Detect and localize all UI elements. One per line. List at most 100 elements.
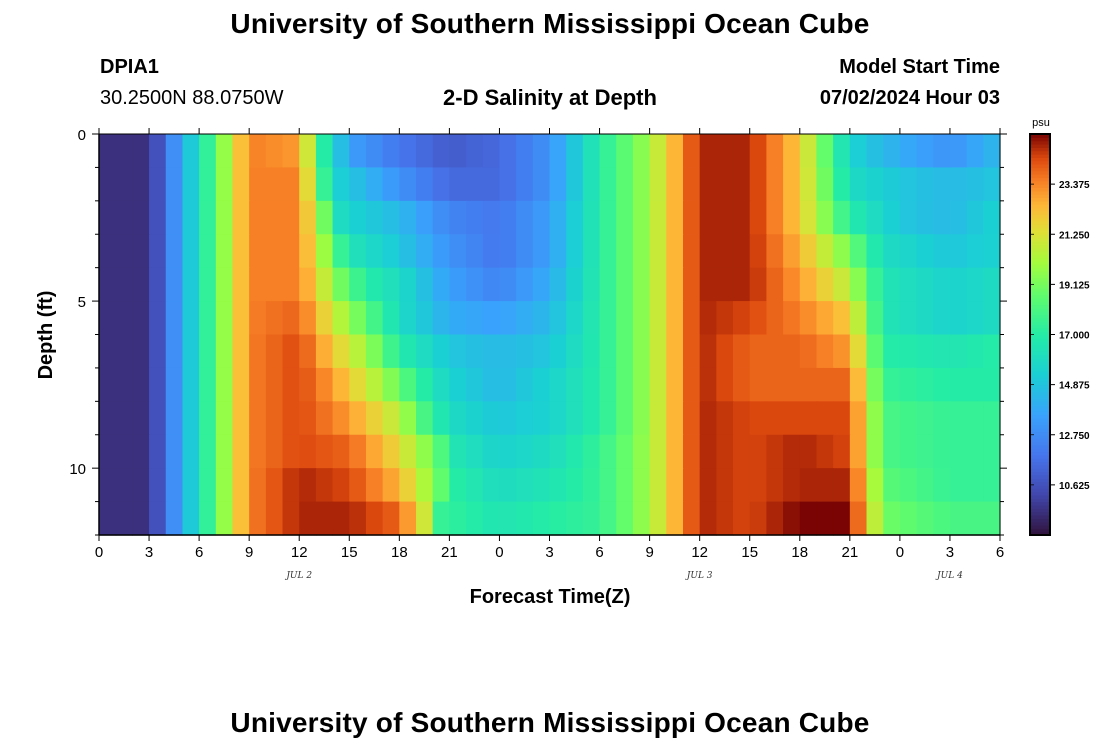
heatmap-cell <box>482 334 501 369</box>
heatmap-cell <box>582 367 601 402</box>
heatmap-cell <box>766 334 784 369</box>
colorbar-segment <box>1030 321 1050 326</box>
colorbar-segment <box>1030 234 1050 239</box>
colorbar-segment <box>1030 434 1050 439</box>
heatmap-cell <box>532 200 551 235</box>
heatmap-cell <box>432 367 450 402</box>
heatmap-cell <box>632 134 651 169</box>
heatmap-cell <box>766 434 784 469</box>
heatmap-cell <box>115 267 133 302</box>
heatmap-cell <box>833 167 851 202</box>
heatmap-cell <box>382 167 400 202</box>
heatmap-cell <box>99 267 117 302</box>
heatmap-cell <box>899 134 918 169</box>
heatmap-cell <box>566 401 584 436</box>
colorbar-segment <box>1030 401 1050 406</box>
colorbar-segment <box>1030 324 1050 329</box>
chart-axes: 0 3 6 9 12 15 18 21 0 3 6 9 12 15 18 21 0 3 6 JUL 2 JUL 3 JUL… <box>69 127 1007 581</box>
heatmap-cell <box>215 401 234 436</box>
heatmap-cell <box>466 234 484 269</box>
colorbar-segment <box>1030 281 1050 285</box>
heatmap-cell <box>416 367 434 402</box>
heatmap-cell <box>299 301 317 336</box>
heatmap-cell <box>432 134 450 169</box>
heatmap-cell <box>682 501 701 536</box>
heatmap-cell <box>265 301 284 336</box>
heatmap-cell <box>733 234 751 269</box>
heatmap-cell <box>983 301 1001 336</box>
heatmap-cell <box>866 234 884 269</box>
heatmap-cell <box>199 234 217 269</box>
heatmap-cell <box>949 434 968 469</box>
heatmap-cell <box>582 167 601 202</box>
heatmap-cell <box>99 334 117 369</box>
heatmap-cell <box>432 468 450 503</box>
heatmap-cell <box>332 401 350 436</box>
heatmap-cell <box>749 267 768 302</box>
heatmap-cell <box>132 134 150 169</box>
heatmap-cell <box>382 434 400 469</box>
x-tick-label: 0 <box>896 544 904 561</box>
heatmap-cell <box>199 334 217 369</box>
heatmap-cell <box>365 334 384 369</box>
heatmap-cell <box>966 234 984 269</box>
colorbar-segment <box>1030 524 1050 529</box>
heatmap-cell <box>616 267 634 302</box>
y-axis-label: Depth (ft) <box>35 291 57 380</box>
heatmap-cell <box>983 134 1001 169</box>
heatmap-cell <box>365 468 384 503</box>
heatmap-cell <box>733 167 751 202</box>
heatmap-cell <box>349 367 367 402</box>
heatmap-cell <box>466 468 484 503</box>
heatmap-cell <box>99 234 117 269</box>
heatmap-cell <box>866 200 884 235</box>
heatmap-cell <box>783 301 801 336</box>
heatmap-cell <box>699 134 717 169</box>
heatmap-cell <box>632 434 651 469</box>
heatmap-cell <box>199 401 217 436</box>
heatmap-cell <box>666 468 684 503</box>
heatmap-cell <box>482 367 501 402</box>
heatmap-cell <box>299 367 317 402</box>
heatmap-cell <box>833 468 851 503</box>
heatmap-cell <box>733 134 751 169</box>
heatmap-cell <box>365 367 384 402</box>
colorbar-segment <box>1030 441 1050 446</box>
colorbar-segment <box>1030 448 1050 453</box>
colorbar-segment <box>1030 237 1050 242</box>
heatmap-cell <box>332 134 350 169</box>
heatmap-cell <box>549 501 567 536</box>
heatmap-cell <box>449 468 467 503</box>
x-tick-label: 6 <box>996 544 1004 561</box>
heatmap-cell <box>733 267 751 302</box>
heatmap-cell <box>249 401 267 436</box>
heatmap-cell <box>532 401 551 436</box>
colorbar-segment <box>1030 304 1050 309</box>
colorbar-segment <box>1030 494 1050 499</box>
heatmap-cell <box>549 468 567 503</box>
heatmap-cell <box>599 367 617 402</box>
heatmap-cell <box>933 367 951 402</box>
colorbar-tick-label: 10.625 <box>1059 481 1090 492</box>
colorbar-segment <box>1030 294 1050 299</box>
heatmap-cell <box>449 301 467 336</box>
heatmap-cell <box>315 200 334 235</box>
colorbar-segment <box>1030 224 1050 229</box>
heatmap-cell <box>949 334 968 369</box>
heatmap-cell <box>599 334 617 369</box>
heatmap-cell <box>566 267 584 302</box>
heatmap-cell <box>115 167 133 202</box>
heatmap-cell <box>983 468 1001 503</box>
heatmap-cell <box>899 267 918 302</box>
heatmap-cell <box>816 334 834 369</box>
colorbar-segment <box>1030 474 1050 479</box>
heatmap-cell <box>733 301 751 336</box>
heatmap-cell <box>182 501 200 536</box>
heatmap-cell <box>365 167 384 202</box>
heatmap-cell <box>365 501 384 536</box>
x-tick-label: 21 <box>841 544 858 561</box>
heatmap-cell <box>482 468 501 503</box>
heatmap-cell <box>365 134 384 169</box>
heatmap-cell <box>516 401 534 436</box>
colorbar-segment <box>1030 210 1050 215</box>
